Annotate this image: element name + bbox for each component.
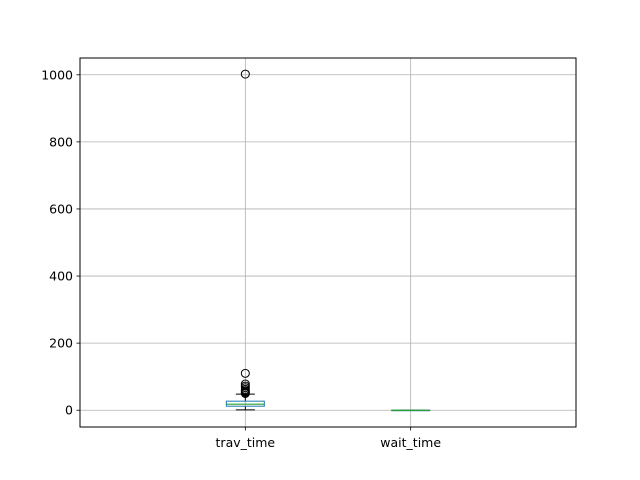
ticks: 0 200 400 600 800 1000 trav_time wait_time [41, 67, 441, 450]
outlier-point [240, 368, 250, 378]
grid-lines [80, 58, 576, 427]
y-tick-label: 800 [49, 134, 73, 149]
y-tick-label: 1000 [41, 67, 73, 82]
x-tick-label: trav_time [216, 435, 276, 450]
y-tick-label: 400 [49, 269, 73, 284]
box-wait_time [391, 409, 431, 412]
boxes [225, 69, 431, 412]
outlier-point [240, 379, 250, 389]
box-trav_time [225, 69, 265, 411]
y-tick-label: 200 [49, 336, 73, 351]
y-tick-label: 0 [65, 403, 73, 418]
outlier-point [240, 69, 250, 79]
y-tick-label: 600 [49, 201, 73, 216]
x-tick-label: wait_time [380, 435, 441, 450]
plot-frame [79, 57, 577, 428]
